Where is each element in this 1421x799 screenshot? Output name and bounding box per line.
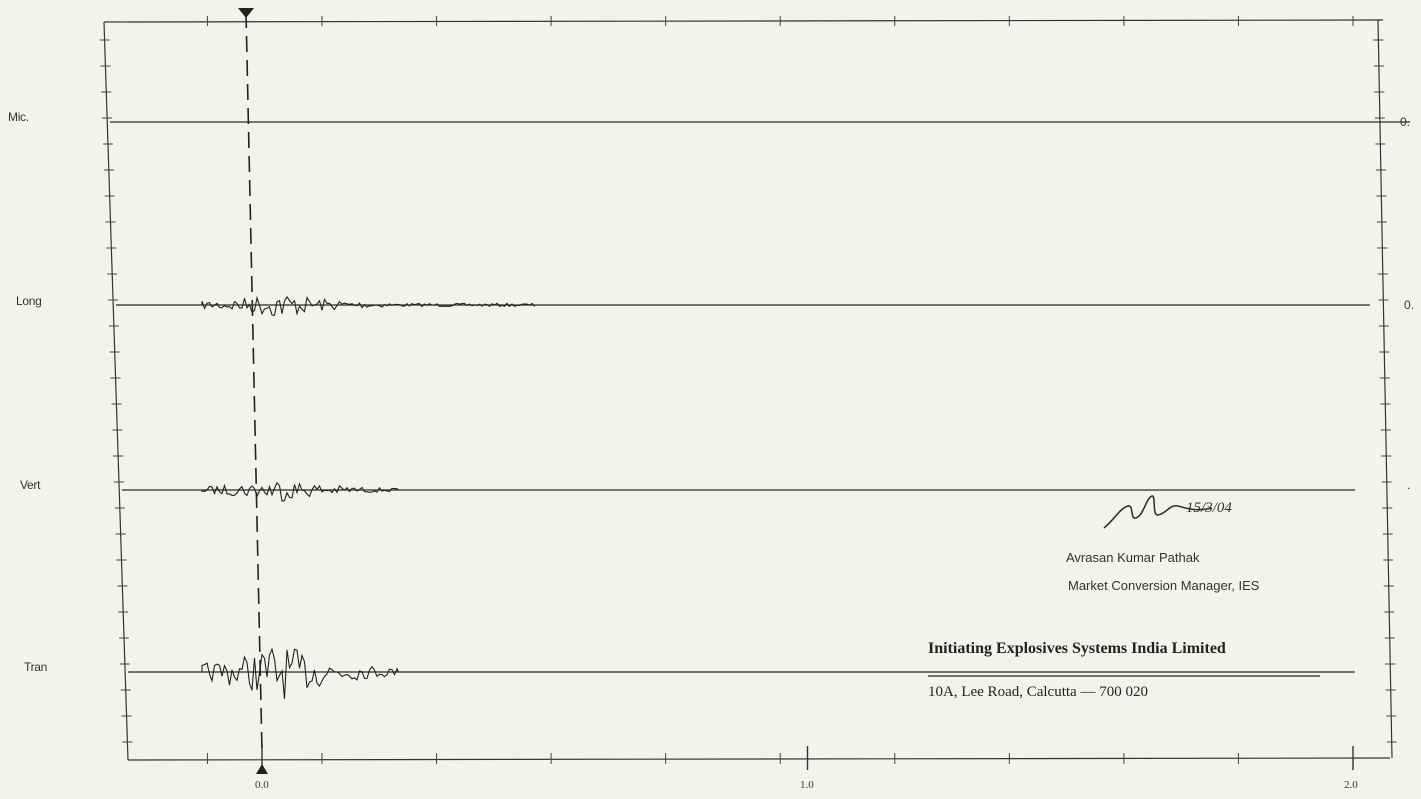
channel-label-tran: Tran bbox=[24, 660, 48, 674]
signatory-name: Avrasan Kumar Pathak bbox=[1066, 550, 1200, 565]
x-tick-label-1: 1.0 bbox=[800, 779, 814, 791]
channel-label-mic: Mic. bbox=[8, 110, 29, 124]
company-name: Initiating Explosives Systems India Limi… bbox=[928, 640, 1226, 657]
left-axis bbox=[103, 21, 129, 761]
right-scale-label-1: 0. bbox=[1400, 115, 1411, 129]
x-tick-label-2: 2.0 bbox=[1344, 779, 1358, 791]
right-scale-label-2: 0. bbox=[1404, 298, 1415, 312]
signature-date: 15/3/04 bbox=[1186, 500, 1232, 516]
trace-vert bbox=[201, 481, 399, 502]
signatory-role: Market Conversion Manager, IES bbox=[1068, 578, 1260, 593]
trace-long bbox=[201, 295, 536, 316]
channel-label-long: Long bbox=[16, 294, 42, 308]
trigger-marker-bottom bbox=[256, 764, 268, 774]
right-scale-label-3: . bbox=[1407, 478, 1411, 492]
company-address: 10A, Lee Road, Calcutta — 700 020 bbox=[928, 684, 1148, 700]
top-axis bbox=[103, 19, 1384, 23]
x-tick-label-0: 0.0 bbox=[255, 779, 269, 791]
trigger-marker-top bbox=[238, 8, 254, 18]
trace-tran bbox=[201, 647, 399, 699]
bottom-axis bbox=[127, 757, 1391, 761]
trigger-marker-line bbox=[245, 11, 263, 753]
right-axis bbox=[1377, 19, 1393, 759]
signature-scribble bbox=[1103, 495, 1213, 529]
channel-label-vert: Vert bbox=[20, 478, 41, 492]
